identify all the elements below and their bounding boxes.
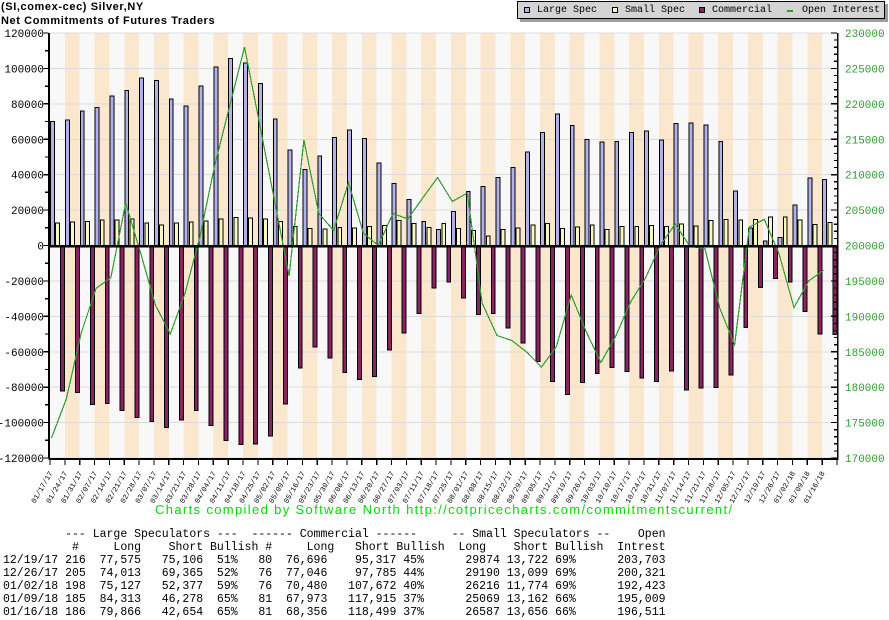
svg-text:200000: 200000 bbox=[845, 242, 885, 254]
svg-text:120000: 120000 bbox=[4, 29, 44, 41]
svg-text:20000: 20000 bbox=[11, 206, 44, 218]
svg-text:-120000: -120000 bbox=[0, 454, 44, 466]
svg-text:185000: 185000 bbox=[845, 348, 885, 360]
svg-text:-60000: -60000 bbox=[4, 348, 44, 360]
svg-text:205000: 205000 bbox=[845, 206, 885, 218]
svg-text:100000: 100000 bbox=[4, 64, 44, 76]
svg-text:215000: 215000 bbox=[845, 135, 885, 147]
svg-text:225000: 225000 bbox=[845, 64, 885, 76]
svg-text:-100000: -100000 bbox=[0, 419, 44, 431]
svg-text:60000: 60000 bbox=[11, 135, 44, 147]
svg-text:40000: 40000 bbox=[11, 171, 44, 183]
svg-text:180000: 180000 bbox=[845, 383, 885, 395]
svg-text:195000: 195000 bbox=[845, 277, 885, 289]
svg-text:190000: 190000 bbox=[845, 312, 885, 324]
svg-text:230000: 230000 bbox=[845, 29, 885, 41]
svg-text:220000: 220000 bbox=[845, 100, 885, 112]
svg-text:-80000: -80000 bbox=[4, 383, 44, 395]
svg-text:210000: 210000 bbox=[845, 171, 885, 183]
svg-text:175000: 175000 bbox=[845, 419, 885, 431]
svg-text:170000: 170000 bbox=[845, 454, 885, 466]
svg-text:0: 0 bbox=[37, 242, 44, 254]
svg-text:-20000: -20000 bbox=[4, 277, 44, 289]
svg-text:80000: 80000 bbox=[11, 100, 44, 112]
svg-text:-40000: -40000 bbox=[4, 312, 44, 324]
